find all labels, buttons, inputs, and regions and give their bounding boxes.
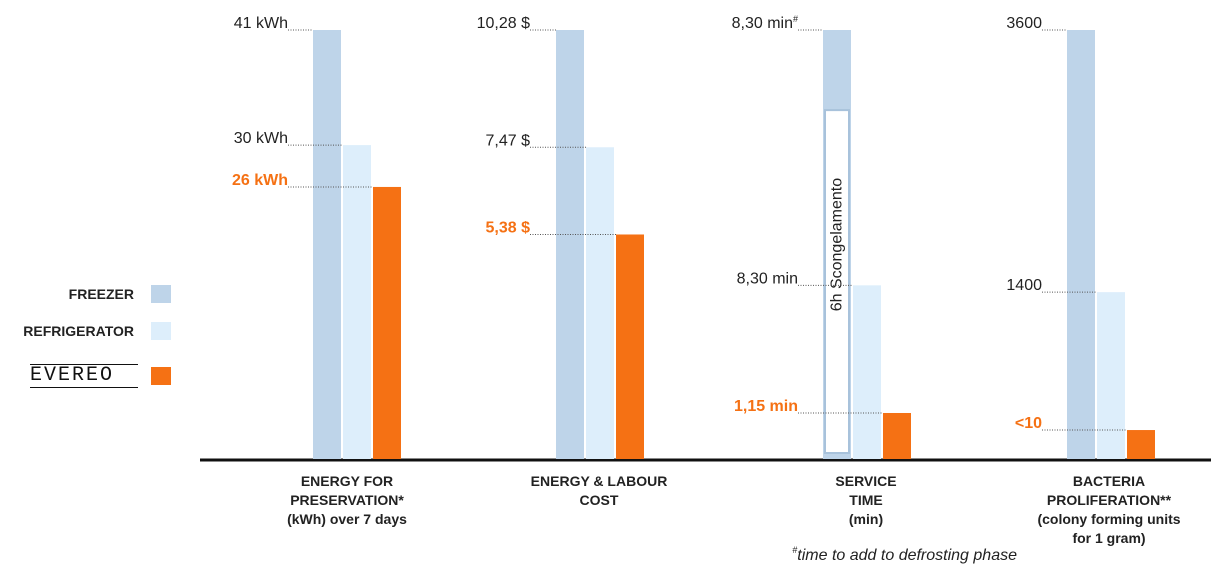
bar-2-evereo bbox=[616, 234, 644, 459]
value-label-1-evereo: 26 kWh bbox=[232, 172, 288, 189]
category-label-4-line-1: BACTERIA bbox=[1073, 473, 1145, 489]
category-label-2-line-1: ENERGY & LABOUR bbox=[531, 473, 668, 489]
footnote-mark: # bbox=[792, 545, 798, 555]
legend-swatch-refrigerator bbox=[151, 322, 171, 340]
legend-swatch-evereo bbox=[151, 367, 171, 385]
legend-label-refrigerator: REFRIGERATOR bbox=[23, 323, 134, 339]
category-label-4-line-3: (colony forming units bbox=[1037, 511, 1180, 527]
category-label-1-line-1: ENERGY FOR bbox=[301, 473, 393, 489]
value-label-3-refrigerator: 8,30 min bbox=[737, 270, 798, 287]
value-label-1-refrigerator: 30 kWh bbox=[234, 130, 288, 147]
bar-1-refrigerator bbox=[343, 145, 371, 459]
bar-4-refrigerator bbox=[1097, 292, 1125, 459]
footnote-text: time to add to defrosting phase bbox=[797, 547, 1017, 564]
value-label-1-freezer: 41 kWh bbox=[234, 15, 288, 32]
bar-2-freezer bbox=[556, 30, 584, 459]
category-label-3-line-2: TIME bbox=[849, 492, 882, 508]
legend-swatch-freezer bbox=[151, 285, 171, 303]
value-label-footnote-mark: # bbox=[793, 14, 798, 24]
brand-logo: EVEREO bbox=[30, 364, 115, 387]
value-label-4-freezer: 3600 bbox=[1006, 15, 1042, 32]
footnote: #time to add to defrosting phase bbox=[792, 545, 1017, 564]
bar-1-freezer bbox=[313, 30, 341, 459]
category-label-1-line-3: (kWh) over 7 days bbox=[287, 511, 407, 527]
category-label-4-line-2: PROLIFERATION** bbox=[1047, 492, 1172, 508]
legend-label-freezer: FREEZER bbox=[68, 286, 134, 302]
defrost-box bbox=[824, 109, 850, 454]
category-label-3-line-1: SERVICE bbox=[835, 473, 896, 489]
value-label-3-evereo: 1,15 min bbox=[734, 398, 798, 415]
category-label-1-line-2: PRESERVATION* bbox=[290, 492, 404, 508]
value-label-3-freezer: 8,30 min# bbox=[732, 14, 798, 32]
value-label-4-refrigerator: 1400 bbox=[1006, 277, 1042, 294]
defrost-box-label: 6h Scongelamento bbox=[829, 178, 846, 312]
bar-3-evereo bbox=[883, 412, 911, 459]
value-label-4-evereo: <10 bbox=[1015, 415, 1042, 432]
bar-2-refrigerator bbox=[586, 147, 614, 459]
value-label-2-refrigerator: 7,47 $ bbox=[486, 132, 531, 149]
bar-3-refrigerator bbox=[853, 285, 881, 459]
bar-4-freezer bbox=[1067, 30, 1095, 459]
category-label-4-line-4: for 1 gram) bbox=[1072, 530, 1145, 546]
value-label-2-evereo: 5,38 $ bbox=[486, 219, 531, 236]
brand-logo-line-bottom bbox=[30, 387, 138, 388]
category-label-2-line-2: COST bbox=[580, 492, 619, 508]
category-label-3-line-3: (min) bbox=[849, 511, 883, 527]
bar-4-evereo bbox=[1127, 430, 1155, 459]
brand-logo-line-top bbox=[30, 364, 138, 365]
bar-1-evereo bbox=[373, 186, 401, 459]
value-label-2-freezer: 10,28 $ bbox=[477, 15, 530, 32]
